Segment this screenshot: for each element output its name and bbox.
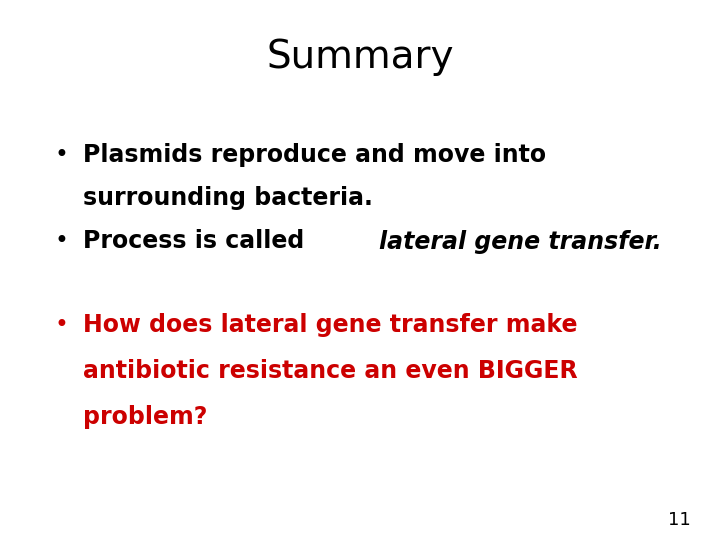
Text: Process is called: Process is called: [83, 230, 312, 253]
Text: antibiotic resistance an even BIGGER: antibiotic resistance an even BIGGER: [83, 359, 577, 383]
Text: Plasmids reproduce and move into: Plasmids reproduce and move into: [83, 143, 546, 167]
Text: How does lateral gene transfer make: How does lateral gene transfer make: [83, 313, 577, 337]
Text: lateral gene transfer.: lateral gene transfer.: [379, 230, 662, 253]
Text: •: •: [54, 143, 68, 167]
Text: Summary: Summary: [266, 38, 454, 76]
Text: •: •: [54, 313, 68, 337]
Text: •: •: [54, 230, 68, 253]
Text: surrounding bacteria.: surrounding bacteria.: [83, 186, 373, 210]
Text: problem?: problem?: [83, 405, 207, 429]
Text: 11: 11: [668, 511, 691, 529]
